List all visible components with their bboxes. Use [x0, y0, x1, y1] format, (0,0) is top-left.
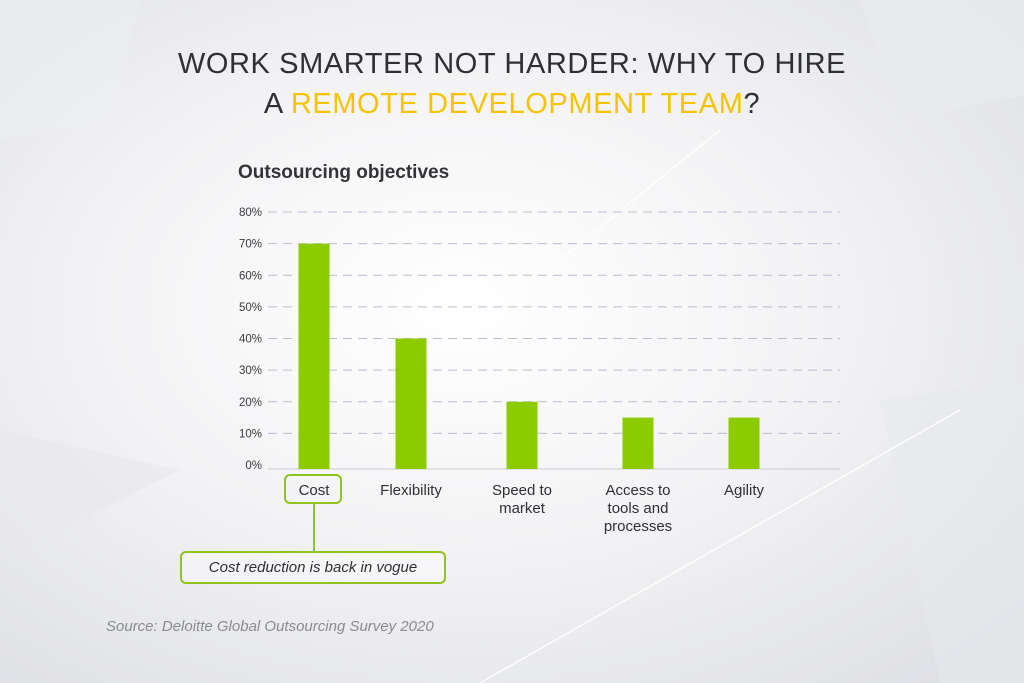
- y-tick-label: 60%: [239, 270, 262, 282]
- x-category-label: processes: [604, 518, 672, 535]
- y-tick-label: 50%: [239, 302, 262, 314]
- headline-accent: REMOTE DEVELOPMENT TEAM: [290, 88, 744, 120]
- chart-title: Outsourcing objectives: [238, 162, 450, 183]
- x-category-label: market: [499, 500, 546, 517]
- x-category-label: Speed to: [492, 482, 552, 499]
- headline: WORK SMARTER NOT HARDER: WHY TO HIRE A R…: [0, 44, 1024, 124]
- headline-prefix: A: [263, 88, 291, 120]
- x-category-label: Flexibility: [380, 482, 442, 499]
- x-category-label: Agility: [724, 482, 765, 499]
- y-tick-label: 10%: [239, 428, 262, 440]
- bar: [395, 338, 427, 469]
- x-category-label: Cost: [299, 482, 331, 499]
- callout: Cost reduction is back in vogue: [180, 551, 446, 584]
- source-note: Source: Deloitte Global Outsourcing Surv…: [106, 618, 434, 635]
- headline-line-1: WORK SMARTER NOT HARDER: WHY TO HIRE: [177, 48, 847, 80]
- callout-connector: [313, 504, 315, 552]
- y-tick-label: 70%: [239, 239, 262, 251]
- headline-line-2: A REMOTE DEVELOPMENT TEAM?: [0, 84, 1024, 124]
- bar: [622, 417, 654, 469]
- y-tick-label: 0%: [245, 460, 262, 472]
- headline-suffix: ?: [743, 88, 761, 120]
- x-category-label: Access to: [605, 482, 670, 499]
- y-tick-label: 80%: [239, 207, 262, 219]
- cost-highlight-box: [284, 474, 342, 504]
- y-tick-label: 20%: [239, 397, 262, 409]
- bar: [506, 401, 538, 469]
- bar: [298, 243, 330, 469]
- y-tick-label: 40%: [239, 334, 262, 346]
- bar: [728, 417, 760, 469]
- x-category-label: tools and: [608, 500, 669, 517]
- y-tick-label: 30%: [239, 365, 262, 377]
